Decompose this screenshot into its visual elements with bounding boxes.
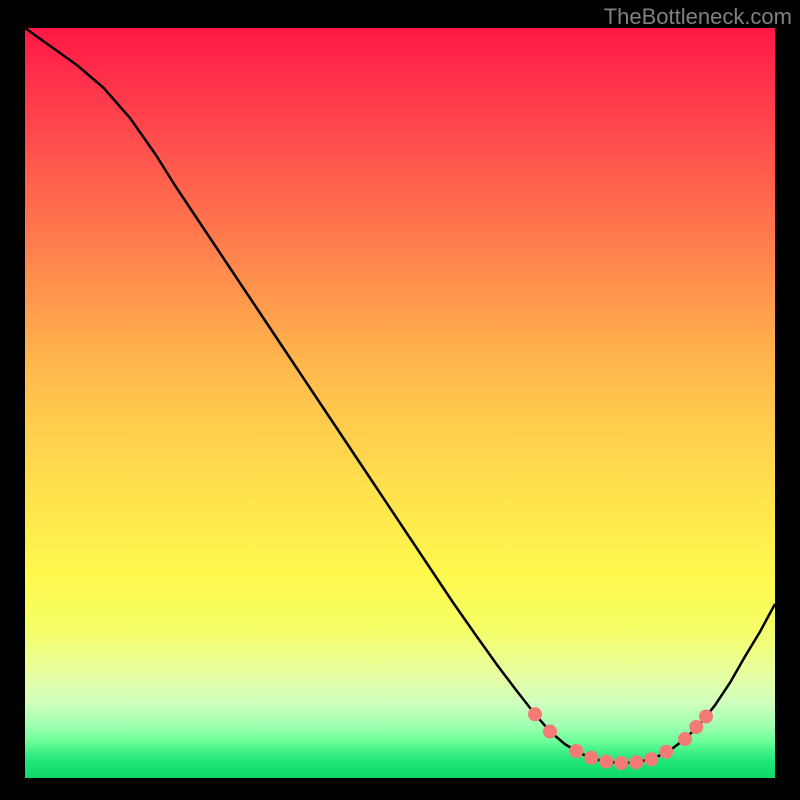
watermark-text: TheBottleneck.com <box>604 4 792 30</box>
data-marker <box>699 710 713 724</box>
data-marker <box>678 732 692 746</box>
bottleneck-chart <box>0 0 800 800</box>
plot-background <box>25 28 775 778</box>
data-marker <box>689 720 703 734</box>
chart-container: TheBottleneck.com <box>0 0 800 800</box>
data-marker <box>569 744 583 758</box>
data-marker <box>584 751 598 765</box>
data-marker <box>599 755 613 769</box>
data-marker <box>614 756 628 770</box>
data-marker <box>659 745 673 759</box>
data-marker <box>528 707 542 721</box>
data-marker <box>543 725 557 739</box>
data-marker <box>629 755 643 769</box>
data-marker <box>644 752 658 766</box>
